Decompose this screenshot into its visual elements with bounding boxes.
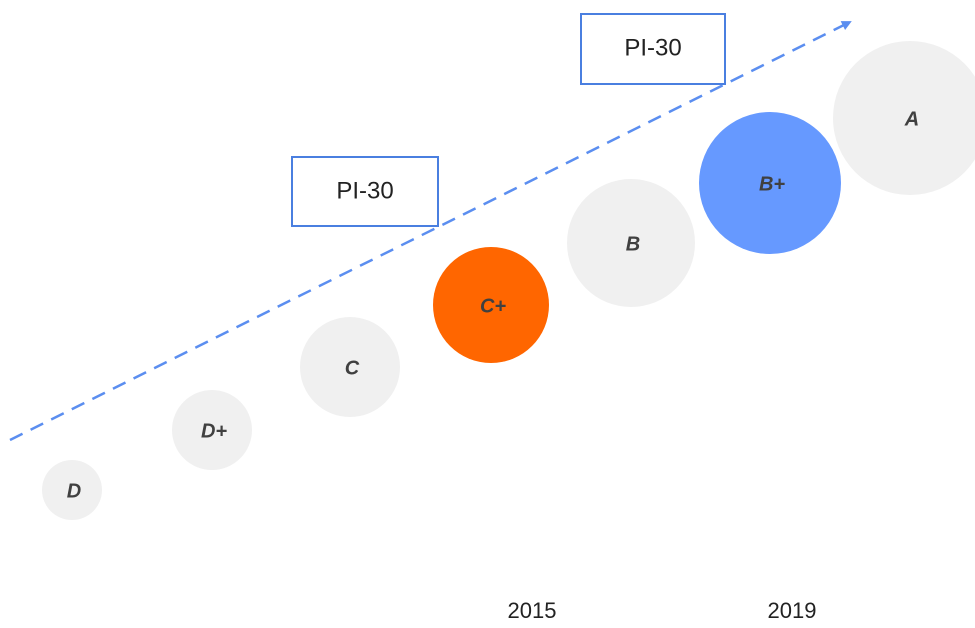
grade-circle (567, 179, 695, 307)
year-label: 2019 (768, 598, 817, 623)
label-box (580, 13, 726, 85)
label-box (291, 156, 439, 227)
grade-label: D (67, 480, 81, 502)
trend-arrow (9, 20, 852, 442)
grade-circle (699, 112, 841, 254)
grade-label: D+ (201, 420, 227, 442)
grade-nodes: D D+ C C+ B B+ A (42, 41, 975, 520)
grade-circle (42, 460, 102, 520)
grade-circle (833, 41, 975, 195)
grade-label: B+ (759, 173, 785, 195)
grade-circle (172, 390, 252, 470)
grade-label: B (626, 233, 640, 255)
grade-label: C (345, 357, 360, 379)
grade-label: C+ (480, 295, 506, 317)
grade-circle (433, 247, 549, 363)
box-label: PI-30 (624, 34, 681, 61)
grade-label: A (904, 108, 919, 130)
grade-circle (300, 317, 400, 417)
box-label: PI-30 (336, 177, 393, 204)
year-label: 2015 (508, 598, 557, 623)
